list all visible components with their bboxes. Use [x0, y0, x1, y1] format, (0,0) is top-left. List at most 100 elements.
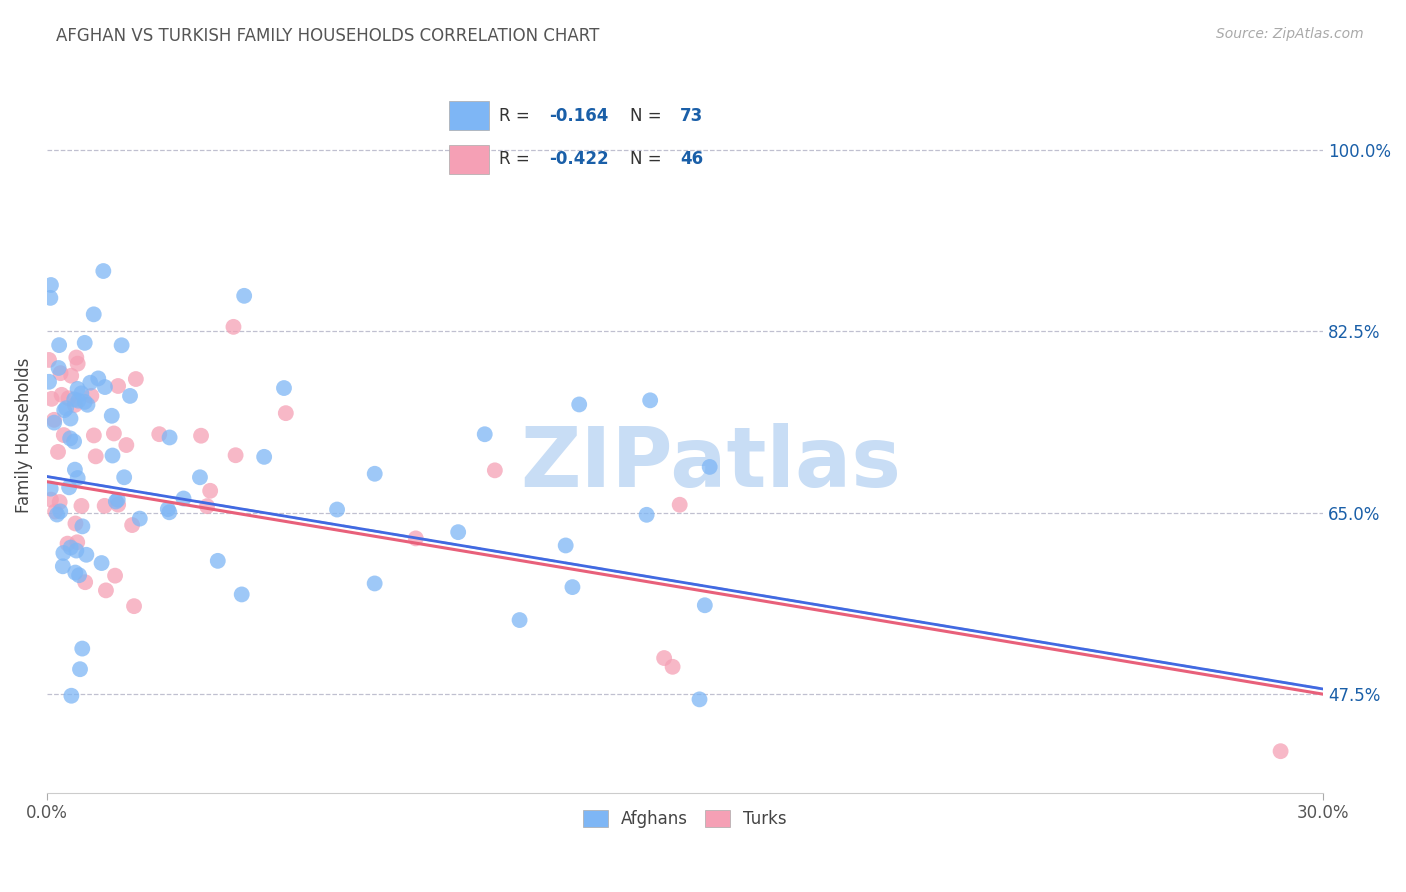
Point [509, 613, 531, 627]
Point [56, 536, 79, 550]
Point [49, 366, 72, 380]
Point [668, 498, 690, 512]
Point [83, 428, 105, 442]
Point [101, 449, 124, 463]
Point [83, 307, 105, 321]
Point [87, 371, 110, 385]
Point [195, 499, 218, 513]
Point [699, 459, 721, 474]
Point [72, 519, 94, 533]
Point [59, 541, 82, 555]
Point [65, 543, 87, 558]
Point [173, 491, 195, 506]
Point [115, 438, 138, 452]
Point [190, 428, 212, 442]
Point [231, 587, 253, 601]
Point [48, 495, 70, 509]
Point [484, 463, 506, 477]
Point [52, 559, 75, 574]
Point [66, 535, 89, 549]
Point [66, 357, 89, 371]
Point [94, 583, 117, 598]
Point [65, 516, 87, 531]
Point [48, 361, 70, 376]
Point [38, 375, 60, 389]
Point [59, 431, 82, 445]
Point [363, 576, 385, 591]
Point [63, 434, 86, 449]
Point [693, 599, 716, 613]
Point [65, 566, 87, 580]
Point [63, 398, 86, 412]
Point [73, 395, 96, 409]
Point [122, 599, 145, 614]
Point [60, 368, 83, 383]
Point [661, 660, 683, 674]
Point [58, 480, 80, 494]
Point [104, 494, 127, 508]
Point [44, 416, 66, 430]
Point [554, 539, 576, 553]
Point [67, 393, 90, 408]
Point [326, 502, 349, 516]
Point [1270, 744, 1292, 758]
Point [39, 492, 62, 507]
Point [689, 692, 711, 706]
Point [80, 389, 103, 403]
Point [100, 409, 122, 423]
Point [107, 379, 129, 393]
Point [156, 502, 179, 516]
Point [51, 388, 73, 402]
Point [72, 641, 94, 656]
Point [44, 504, 66, 518]
Point [79, 376, 101, 390]
Point [53, 403, 76, 417]
Point [42, 413, 65, 427]
Point [447, 525, 470, 540]
Point [76, 398, 98, 412]
Point [75, 548, 97, 562]
Point [63, 392, 86, 407]
Point [121, 518, 143, 533]
Point [73, 335, 96, 350]
Point [55, 401, 77, 416]
Point [69, 662, 91, 676]
Point [39, 482, 62, 496]
Point [112, 470, 135, 484]
Point [157, 505, 180, 519]
Point [38, 353, 60, 368]
Point [107, 492, 129, 507]
Text: AFGHAN VS TURKISH FAMILY HOUSEHOLDS CORRELATION CHART: AFGHAN VS TURKISH FAMILY HOUSEHOLDS CORR… [56, 27, 599, 45]
Point [273, 381, 295, 395]
Point [405, 532, 427, 546]
Point [207, 554, 229, 568]
Point [84, 450, 107, 464]
Point [93, 499, 115, 513]
Point [94, 380, 117, 394]
Point [52, 546, 75, 560]
Point [66, 471, 89, 485]
Point [474, 427, 496, 442]
Point [59, 411, 82, 425]
Legend: Afghans, Turks: Afghans, Turks [576, 803, 793, 834]
Point [60, 689, 83, 703]
Point [636, 508, 658, 522]
Point [41, 392, 63, 406]
Point [39, 291, 62, 305]
Point [46, 508, 69, 522]
Point [70, 386, 93, 401]
Text: Source: ZipAtlas.com: Source: ZipAtlas.com [1216, 27, 1364, 41]
Point [568, 397, 591, 411]
Point [274, 406, 297, 420]
Point [104, 568, 127, 582]
Point [222, 319, 245, 334]
Point [63, 463, 86, 477]
Point [148, 427, 170, 442]
Point [198, 483, 221, 498]
Point [48, 338, 70, 352]
Point [561, 580, 583, 594]
Point [103, 426, 125, 441]
Point [49, 504, 72, 518]
Point [110, 338, 132, 352]
Point [52, 428, 75, 442]
